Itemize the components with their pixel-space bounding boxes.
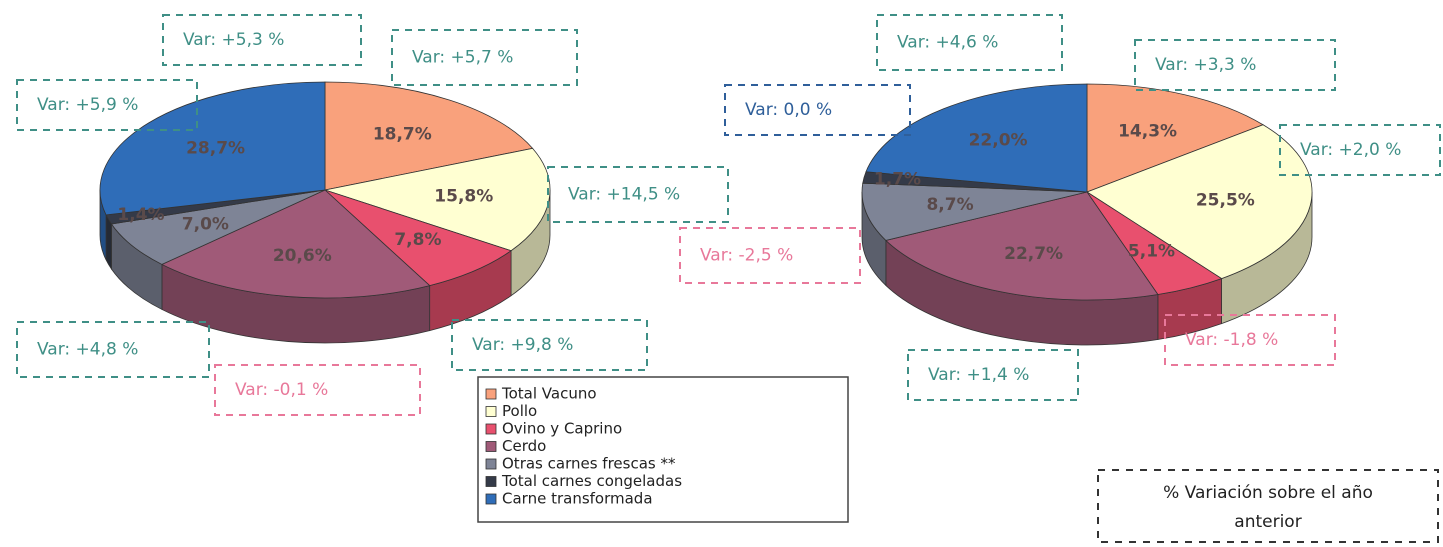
slice-label: 22,0% bbox=[969, 130, 1028, 150]
slice bbox=[885, 191, 1159, 301]
annotation-box bbox=[16, 321, 210, 378]
legend-label: Total Vacuno bbox=[501, 385, 597, 403]
slice-label: 1,7% bbox=[874, 170, 921, 190]
slice bbox=[1086, 83, 1264, 193]
annotation: Var: +5,7 % bbox=[412, 48, 513, 68]
annotation-box bbox=[391, 29, 578, 86]
slice bbox=[324, 81, 534, 191]
annotation: Var: -2,5 % bbox=[700, 246, 793, 266]
annotation-box bbox=[162, 14, 362, 66]
slice-label: 8,7% bbox=[926, 195, 973, 215]
slice bbox=[161, 189, 431, 299]
legend-swatch bbox=[485, 406, 497, 417]
annotation-box bbox=[451, 319, 648, 371]
slice-label: 28,7% bbox=[186, 138, 245, 158]
legend-swatch bbox=[485, 423, 497, 435]
annotation: Var: +4,8 % bbox=[37, 340, 138, 360]
slice bbox=[324, 189, 512, 287]
annotation: Var: +3,3 % bbox=[1155, 55, 1256, 75]
slice-label: 7,0% bbox=[182, 214, 229, 234]
pie-tops bbox=[99, 81, 551, 299]
legend-swatch bbox=[485, 458, 497, 470]
annotation-box bbox=[876, 14, 1063, 71]
slice-label: 20,6% bbox=[273, 246, 332, 266]
slice bbox=[861, 182, 1088, 241]
annotation-box bbox=[1164, 314, 1336, 366]
slice-label: 14,3% bbox=[1118, 122, 1177, 142]
legend-label: Otras carnes frescas ** bbox=[502, 455, 676, 473]
legend-label: Total carnes congeladas bbox=[501, 472, 682, 490]
legend-label: Pollo bbox=[502, 402, 537, 420]
annotation: Var: -1,8 % bbox=[1185, 330, 1278, 350]
legend-swatch bbox=[485, 476, 497, 487]
annotation: Var: +14,5 % bbox=[568, 185, 680, 205]
annotation: Var: +5,3 % bbox=[183, 30, 284, 50]
legend-label: Ovino y Caprino bbox=[502, 420, 622, 438]
slice bbox=[865, 83, 1088, 193]
note: % Variación sobre el año anterior bbox=[1163, 483, 1373, 532]
slice-label: 18,7% bbox=[373, 124, 432, 144]
slice bbox=[323, 147, 551, 252]
annotation: Var: 0,0 % bbox=[745, 100, 832, 120]
slice-label: 1,4% bbox=[117, 205, 164, 225]
annotation-box bbox=[907, 349, 1079, 401]
legend-swatch bbox=[485, 493, 497, 505]
pie-tops bbox=[861, 83, 1313, 301]
pie-sides bbox=[861, 191, 1313, 346]
legend-swatch bbox=[485, 388, 497, 400]
annotation: Var: +4,6 % bbox=[897, 33, 998, 53]
slice-label: 25,5% bbox=[1196, 191, 1255, 211]
legend-label: Cerdo bbox=[502, 437, 546, 455]
legend-swatch bbox=[485, 441, 497, 452]
annotation: Var: +1,4 % bbox=[928, 365, 1029, 385]
annotation-box bbox=[1134, 39, 1336, 91]
note-box bbox=[1097, 469, 1439, 543]
slice bbox=[99, 81, 326, 216]
annotation-box bbox=[679, 227, 861, 284]
slice bbox=[1086, 124, 1313, 280]
annotation: Var: +2,0 % bbox=[1300, 140, 1401, 160]
annotation-box bbox=[214, 364, 421, 416]
annotation: Var: +5,9 % bbox=[37, 95, 138, 115]
legend-label: Carne transformada bbox=[502, 490, 653, 508]
pie-sides bbox=[99, 189, 551, 344]
annotation: Var: +9,8 % bbox=[472, 335, 573, 355]
annotation-box bbox=[724, 84, 911, 136]
slice-label: 7,8% bbox=[394, 230, 441, 250]
legend-box bbox=[477, 376, 849, 523]
slice-label: 15,8% bbox=[434, 187, 493, 207]
slice-label: 5,1% bbox=[1128, 241, 1175, 261]
annotation: Var: -0,1 % bbox=[235, 380, 328, 400]
annotation-box bbox=[1279, 124, 1441, 176]
slice-label: 22,7% bbox=[1004, 244, 1063, 264]
annotation-box bbox=[16, 79, 198, 131]
annotation-box bbox=[547, 166, 729, 223]
